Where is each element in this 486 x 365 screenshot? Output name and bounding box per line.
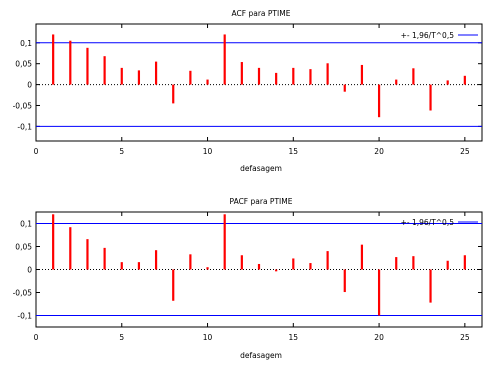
acf-xtick-label: 15 — [289, 147, 299, 156]
pacf-xtick-label: 25 — [460, 333, 470, 342]
pacf-x-ticks: 0 5 10 15 20 25 — [34, 212, 470, 342]
pacf-panel: PACF para PTIME 0,1 0,05 0 -0,05 -0,1 0 5 10 15… — [13, 197, 483, 360]
acf-panel: ACF para PTIME 0,1 0,05 0 -0,05 -0,1 0 5 10 15 2… — [13, 9, 483, 173]
pacf-bars — [52, 214, 466, 316]
pacf-xtick-label: 0 — [34, 333, 39, 342]
acf-legend-label: +- 1,96/T^0,5 — [401, 31, 455, 40]
pacf-bands — [36, 223, 482, 316]
acf-legend: +- 1,96/T^0,5 — [401, 31, 478, 40]
acf-xlabel: defasagem — [240, 164, 282, 173]
pacf-title: PACF para PTIME — [230, 197, 293, 206]
acf-bars — [52, 34, 466, 118]
pacf-xtick-label: 10 — [203, 333, 213, 342]
acf-x-ticks: 0 5 10 15 20 25 — [34, 24, 470, 156]
pacf-xtick-label: 20 — [374, 333, 384, 342]
pacf-ytick-label: 0,05 — [15, 243, 32, 252]
pacf-ytick-label: 0,1 — [20, 220, 32, 229]
pacf-legend: +- 1,96/T^0,5 — [401, 218, 478, 227]
acf-title: ACF para PTIME — [232, 9, 291, 18]
pacf-legend-label: +- 1,96/T^0,5 — [401, 218, 455, 227]
acf-ytick-label: -0,1 — [17, 122, 32, 131]
acf-ytick-label: 0 — [27, 81, 32, 90]
pacf-xlabel: defasagem — [240, 351, 282, 360]
acf-xtick-label: 20 — [374, 147, 384, 156]
acf-xtick-label: 0 — [34, 147, 39, 156]
acf-xtick-label: 25 — [460, 147, 470, 156]
acf-ytick-label: 0,1 — [20, 39, 32, 48]
acf-xtick-label: 5 — [119, 147, 124, 156]
pacf-ytick-label: -0,1 — [17, 312, 32, 321]
pacf-xtick-label: 15 — [289, 333, 299, 342]
acf-xtick-label: 10 — [203, 147, 213, 156]
acf-bands — [36, 42, 482, 127]
pacf-ytick-label: 0 — [27, 266, 32, 275]
pacf-xtick-label: 5 — [119, 333, 124, 342]
pacf-ytick-label: -0,05 — [13, 289, 33, 298]
acf-plot-frame — [35, 23, 483, 142]
acf-ytick-label: -0,05 — [13, 101, 33, 110]
acf-ytick-label: 0,05 — [15, 60, 32, 69]
